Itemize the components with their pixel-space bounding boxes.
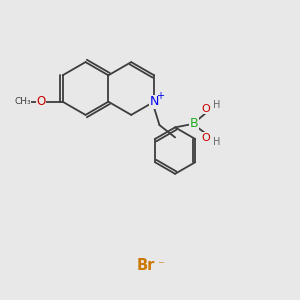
Text: B: B xyxy=(189,117,198,130)
Text: Br: Br xyxy=(136,258,155,273)
Text: H: H xyxy=(213,137,220,147)
Text: O: O xyxy=(201,133,210,143)
Text: H: H xyxy=(213,100,220,110)
Text: O: O xyxy=(36,95,46,108)
Text: N: N xyxy=(149,95,159,108)
Text: CH₃: CH₃ xyxy=(14,97,31,106)
Text: +: + xyxy=(156,91,164,101)
Text: ⁻: ⁻ xyxy=(158,259,165,272)
Text: O: O xyxy=(201,104,210,114)
